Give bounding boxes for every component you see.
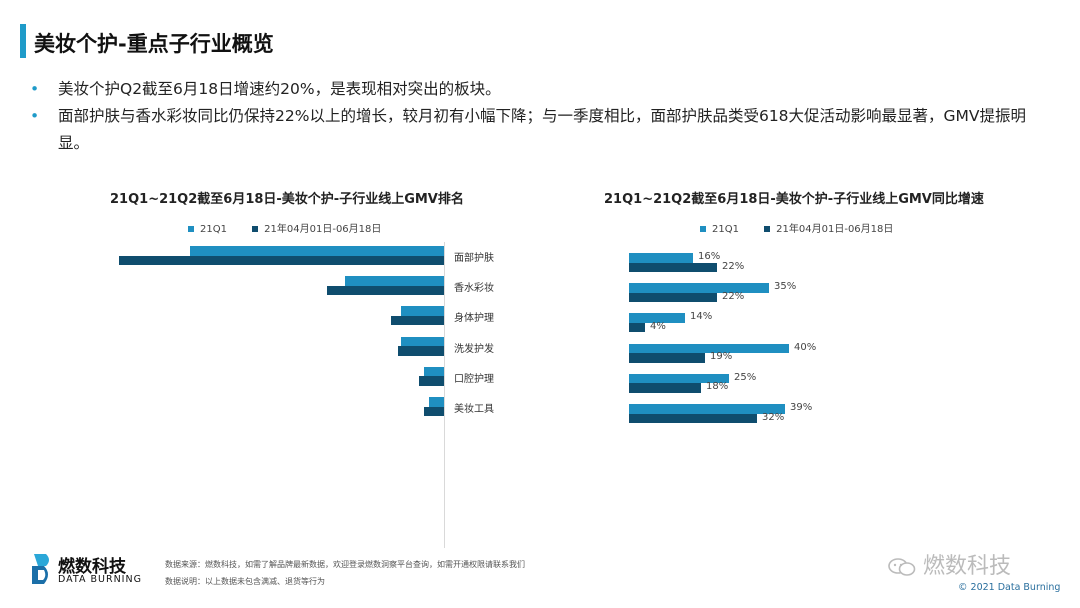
right-bar-q1 <box>629 343 789 354</box>
title-accent-bar <box>20 24 26 58</box>
right-value-label: 16% <box>698 251 721 262</box>
right-chart-legend: 21Q1 21年04月01日-06月18日 <box>700 220 915 235</box>
right-bar-q1 <box>629 253 693 263</box>
left-bar-q2 <box>119 255 444 265</box>
left-bar-q2 <box>327 285 444 296</box>
left-chart-legend: 21Q1 21年04月01日-06月18日 <box>188 220 403 235</box>
copyright-text: © 2021 Data Burning <box>958 582 1061 593</box>
left-bar-q1 <box>400 306 444 316</box>
right-bar-q2 <box>629 383 701 393</box>
legend-swatch-icon <box>700 226 706 232</box>
left-chart-title: 21Q1~21Q2截至6月18日-美妆个护-子行业线上GMV排名 <box>110 192 464 207</box>
right-bar-q1 <box>629 313 685 323</box>
data-description-note: 数据说明：以上数据未包含满减、退货等行为 <box>165 577 325 586</box>
left-category-label: 香水彩妆 <box>454 283 494 295</box>
watermark-text: 燃数科技 <box>923 554 1012 579</box>
legend-swatch-icon <box>188 226 194 232</box>
bullet-item: • 美妆个护Q2截至6月18日增速约20%，是表现相对突出的板块。 <box>30 76 1040 103</box>
page-title: 美妆个护-重点子行业概览 <box>34 32 274 56</box>
left-bar-q1 <box>428 397 444 407</box>
bullet-item: • 面部护肤与香水彩妆同比仍保持22%以上的增长，较月初有小幅下降；与一季度相比… <box>30 103 1040 157</box>
right-bar-q1 <box>629 373 729 384</box>
legend-swatch-icon <box>764 226 771 232</box>
left-category-label: 身体护理 <box>454 313 494 325</box>
logo-cn-text: 燃数科技 <box>58 557 126 577</box>
left-bar-q2 <box>423 406 444 416</box>
left-category-label: 洗发护发 <box>454 343 494 355</box>
right-bar-q2 <box>629 353 705 363</box>
right-value-label: 25% <box>734 371 757 383</box>
left-bar-q1 <box>400 336 444 347</box>
right-value-label: 40% <box>794 341 817 353</box>
right-value-label: 22% <box>722 290 745 302</box>
legend-item-series1: 21Q1 <box>700 224 739 235</box>
logo-en-text: DATA BURNING <box>58 574 142 585</box>
legend-swatch-icon <box>252 226 259 232</box>
legend-item-series2: 21年04月01日-06月18日 <box>764 224 893 235</box>
right-bar-q2 <box>629 292 717 303</box>
wechat-icon <box>888 558 916 576</box>
right-value-label: 14% <box>690 311 713 323</box>
left-bar-q1 <box>345 276 444 286</box>
right-bar-q1 <box>629 283 769 293</box>
right-bar-q1 <box>629 404 785 414</box>
bullet-text: 面部护肤与香水彩妆同比仍保持22%以上的增长，较月初有小幅下降；与一季度相比，面… <box>58 107 1027 152</box>
left-bar-q1 <box>190 246 444 256</box>
left-category-label: 口腔护理 <box>454 373 494 385</box>
bullet-list: • 美妆个护Q2截至6月18日增速约20%，是表现相对突出的板块。 • 面部护肤… <box>30 76 1040 157</box>
right-chart-title: 21Q1~21Q2截至6月18日-美妆个护-子行业线上GMV同比增速 <box>604 192 984 207</box>
left-bar-q2 <box>418 376 444 386</box>
bullet-dot-icon: • <box>30 80 40 98</box>
right-value-label: 35% <box>774 281 797 293</box>
left-category-label: 面部护肤 <box>454 253 494 264</box>
bullet-dot-icon: • <box>30 107 40 125</box>
left-bar-q2 <box>390 315 444 326</box>
right-value-label: 39% <box>790 402 813 413</box>
right-value-label: 19% <box>710 351 733 363</box>
legend-item-series1: 21Q1 <box>188 224 227 235</box>
left-bar-q2 <box>398 346 444 356</box>
left-category-label: 美妆工具 <box>454 404 494 415</box>
right-value-label: 4% <box>650 320 666 332</box>
right-value-label: 22% <box>722 260 745 272</box>
left-chart-axis <box>444 242 445 548</box>
legend-item-series2: 21年04月01日-06月18日 <box>252 224 381 235</box>
right-bar-q2 <box>629 413 757 423</box>
data-source-note: 数据来源：燃数科技，如需了解品牌最新数据，欢迎登录燃数洞察平台查询，如需开通权限… <box>165 560 525 569</box>
wechat-watermark: 燃数科技 <box>888 548 1011 580</box>
right-value-label: 32% <box>762 411 785 423</box>
right-value-label: 18% <box>706 381 729 393</box>
bullet-text: 美妆个护Q2截至6月18日增速约20%，是表现相对突出的板块。 <box>58 80 501 98</box>
right-bar-q2 <box>629 262 717 272</box>
left-bar-q1 <box>423 366 444 377</box>
right-bar-q2 <box>629 322 645 333</box>
data-burning-logo-icon <box>32 554 49 584</box>
